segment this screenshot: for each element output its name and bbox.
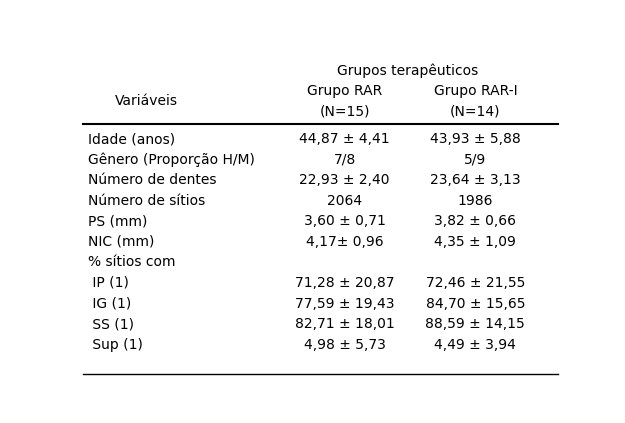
- Text: 2064: 2064: [327, 194, 362, 208]
- Text: 77,59 ± 19,43: 77,59 ± 19,43: [295, 297, 394, 310]
- Text: Grupo RAR-I: Grupo RAR-I: [434, 85, 517, 99]
- Text: NIC (mm): NIC (mm): [88, 235, 154, 249]
- Text: (N=14): (N=14): [450, 104, 501, 118]
- Text: 3,60 ± 0,71: 3,60 ± 0,71: [304, 214, 386, 228]
- Text: SS (1): SS (1): [88, 317, 134, 331]
- Text: Sup (1): Sup (1): [88, 338, 142, 352]
- Text: Número de dentes: Número de dentes: [88, 173, 216, 187]
- Text: 1986: 1986: [458, 194, 493, 208]
- Text: % sítios com: % sítios com: [88, 255, 175, 269]
- Text: 72,46 ± 21,55: 72,46 ± 21,55: [426, 276, 525, 290]
- Text: 82,71 ± 18,01: 82,71 ± 18,01: [294, 317, 394, 331]
- Text: PS (mm): PS (mm): [88, 214, 148, 228]
- Text: 43,93 ± 5,88: 43,93 ± 5,88: [430, 132, 521, 146]
- Text: (N=15): (N=15): [319, 104, 370, 118]
- Text: 88,59 ± 14,15: 88,59 ± 14,15: [426, 317, 525, 331]
- Text: Grupo RAR: Grupo RAR: [307, 85, 382, 99]
- Text: 4,35 ± 1,09: 4,35 ± 1,09: [434, 235, 516, 249]
- Text: Grupos terapêuticos: Grupos terapêuticos: [337, 64, 478, 78]
- Text: 4,98 ± 5,73: 4,98 ± 5,73: [304, 338, 386, 352]
- Text: IG (1): IG (1): [88, 297, 131, 310]
- Text: Gênero (Proporção H/M): Gênero (Proporção H/M): [88, 153, 255, 167]
- Text: 23,64 ± 3,13: 23,64 ± 3,13: [430, 173, 521, 187]
- Text: Idade (anos): Idade (anos): [88, 132, 175, 146]
- Text: 22,93 ± 2,40: 22,93 ± 2,40: [299, 173, 390, 187]
- Text: Número de sítios: Número de sítios: [88, 194, 205, 208]
- Text: 4,17± 0,96: 4,17± 0,96: [306, 235, 383, 249]
- Text: Variáveis: Variáveis: [114, 94, 178, 108]
- Text: IP (1): IP (1): [88, 276, 129, 290]
- Text: 7/8: 7/8: [333, 153, 356, 167]
- Text: 4,49 ± 3,94: 4,49 ± 3,94: [434, 338, 516, 352]
- Text: 5/9: 5/9: [464, 153, 486, 167]
- Text: 3,82 ± 0,66: 3,82 ± 0,66: [434, 214, 516, 228]
- Text: 44,87 ± 4,41: 44,87 ± 4,41: [299, 132, 390, 146]
- Text: 71,28 ± 20,87: 71,28 ± 20,87: [295, 276, 394, 290]
- Text: 84,70 ± 15,65: 84,70 ± 15,65: [426, 297, 525, 310]
